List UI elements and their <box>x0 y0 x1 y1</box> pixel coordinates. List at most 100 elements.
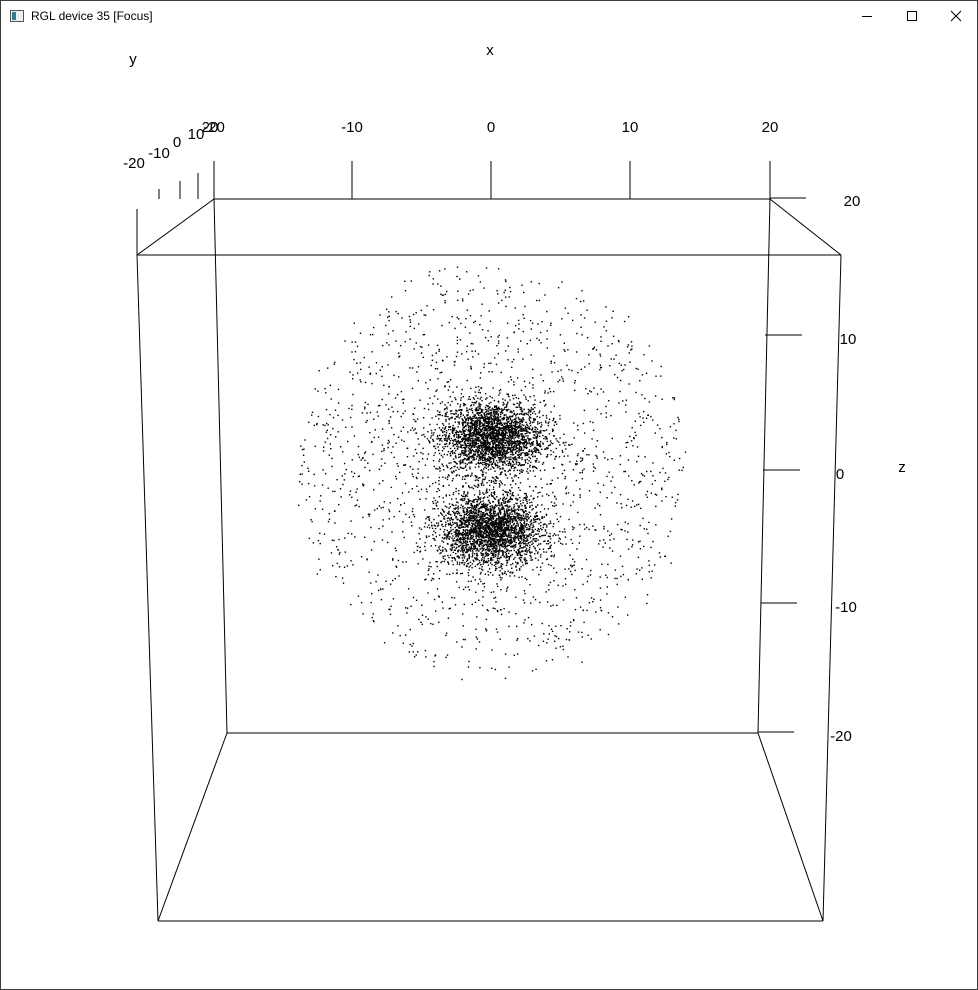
data-point <box>507 434 509 437</box>
data-point <box>483 496 486 498</box>
data-point <box>465 521 468 523</box>
data-point <box>457 536 460 538</box>
data-point <box>460 411 462 414</box>
data-point <box>516 413 519 415</box>
data-point <box>531 427 534 429</box>
data-point <box>438 460 440 463</box>
data-point <box>504 428 506 430</box>
data-point <box>489 531 492 534</box>
data-point <box>519 521 521 524</box>
data-point <box>503 414 505 417</box>
data-point <box>455 487 457 490</box>
data-point <box>434 508 436 510</box>
data-point <box>498 483 501 485</box>
data-point <box>488 526 490 529</box>
data-point <box>521 411 523 413</box>
data-point <box>515 551 517 553</box>
data-point <box>511 454 514 456</box>
data-point <box>522 526 524 529</box>
close-button[interactable] <box>933 1 977 31</box>
data-point <box>521 539 523 541</box>
data-point <box>525 421 527 423</box>
data-point <box>505 464 508 466</box>
data-point <box>422 453 424 455</box>
data-point <box>468 507 470 509</box>
maximize-button[interactable] <box>889 1 935 31</box>
rgl-3d-plot[interactable]: -20 -10 0 10 20 -20 -10 0 10 20 20 10 0 -10 -20 x y z <box>1 31 977 989</box>
data-point <box>518 543 520 545</box>
data-point <box>529 424 532 427</box>
data-point <box>520 448 523 450</box>
data-point <box>469 448 472 450</box>
data-point <box>473 529 475 532</box>
data-point <box>501 432 503 434</box>
data-point <box>462 396 464 398</box>
data-point <box>478 437 480 439</box>
data-point <box>499 457 501 459</box>
data-point <box>510 507 513 509</box>
data-point <box>438 515 440 517</box>
data-point <box>509 497 512 500</box>
data-point <box>476 412 479 414</box>
data-point <box>480 534 482 537</box>
data-point <box>537 432 540 434</box>
data-point <box>458 549 460 551</box>
data-point <box>507 491 509 494</box>
data-point <box>468 396 470 398</box>
data-point <box>450 524 452 526</box>
data-point <box>490 525 493 527</box>
data-point <box>550 522 552 524</box>
data-point <box>495 453 498 455</box>
data-point <box>472 520 474 522</box>
data-point <box>451 431 453 433</box>
data-point <box>495 430 498 432</box>
data-point <box>471 457 473 459</box>
data-point <box>538 522 540 525</box>
data-point <box>511 445 513 447</box>
data-point <box>447 535 449 538</box>
data-point <box>461 422 463 424</box>
data-point <box>523 414 526 416</box>
data-point <box>536 552 539 555</box>
data-point <box>485 398 487 400</box>
minimize-button[interactable] <box>844 1 890 31</box>
data-point <box>493 409 495 411</box>
data-point <box>523 546 525 548</box>
data-point <box>462 538 465 540</box>
data-point <box>492 559 494 561</box>
data-point <box>456 474 458 476</box>
data-point <box>454 465 456 468</box>
data-point <box>489 421 491 423</box>
data-point <box>537 504 539 506</box>
data-point <box>533 410 535 413</box>
data-point <box>503 496 506 498</box>
data-point <box>538 432 541 434</box>
data-point <box>472 444 474 446</box>
data-point <box>455 529 457 531</box>
data-point <box>514 436 517 439</box>
data-point <box>576 454 579 457</box>
data-point <box>502 518 505 520</box>
data-point <box>524 453 527 455</box>
data-point <box>490 532 492 535</box>
data-point <box>503 446 505 449</box>
data-point <box>466 503 469 505</box>
data-point <box>470 509 472 511</box>
data-point <box>486 409 488 411</box>
data-point <box>489 484 491 487</box>
data-point <box>485 529 488 532</box>
data-point <box>496 477 498 479</box>
data-point <box>495 444 497 446</box>
data-point <box>498 390 501 392</box>
data-point <box>519 552 521 554</box>
title-bar[interactable]: RGL device 35 [Focus] <box>1 1 977 31</box>
data-point <box>513 509 516 511</box>
data-point <box>486 445 488 448</box>
data-point <box>490 544 492 546</box>
data-point <box>493 440 495 442</box>
data-point <box>463 435 465 437</box>
data-point <box>468 566 470 568</box>
data-point <box>505 404 508 406</box>
data-point <box>485 560 488 562</box>
